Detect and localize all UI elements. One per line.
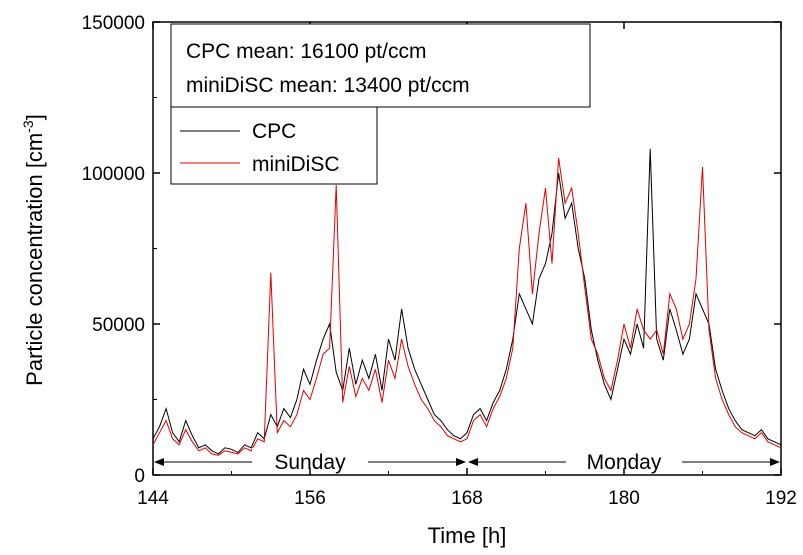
annotation-box-frame — [170, 23, 591, 108]
annotation-box: CPC mean: 16100 pt/ccm miniDiSC mean: 13… — [170, 23, 591, 108]
y-axis-title-main: Particle concentration [cm — [22, 133, 47, 386]
y-tick-label-150000: 150000 — [82, 13, 145, 34]
x-tick-label-192: 192 — [765, 488, 797, 509]
y-tick-label-100000: 100000 — [82, 164, 145, 185]
period-label-sunday: Sunday — [274, 451, 346, 474]
x-tick-label-156: 156 — [294, 488, 326, 509]
series-line-cpc — [152, 148, 782, 455]
tick-layer: 144 156 168 180 192 0 50000 100000 150000 — [82, 13, 797, 509]
y-tick-label-50000: 50000 — [92, 315, 145, 336]
period-arrowhead-right-monday — [770, 458, 780, 466]
y-tick-label-0: 0 — [134, 466, 145, 487]
period-arrowhead-left-sunday — [154, 458, 164, 466]
period-arrowhead-left-monday — [468, 458, 478, 466]
period-label-monday: Monday — [587, 451, 662, 474]
legend-label-minidisc: miniDiSC — [252, 153, 340, 176]
annotation-minidisc-mean: miniDiSC mean: 13400 pt/ccm — [186, 74, 470, 97]
y-axis-title-close: ] — [22, 114, 47, 120]
series-layer — [152, 148, 782, 456]
series-line-minidisc — [152, 157, 782, 456]
annotation-cpc-mean: CPC mean: 16100 pt/ccm — [186, 40, 426, 63]
x-tick-label-168: 168 — [451, 488, 483, 509]
legend-frame — [170, 106, 378, 185]
x-axis-title: Time [h] — [428, 523, 507, 548]
y-axis-title: Particle concentration [cm-3] — [20, 114, 47, 386]
legend: CPC miniDiSC — [170, 106, 378, 185]
x-tick-label-180: 180 — [608, 488, 640, 509]
legend-label-cpc: CPC — [252, 120, 296, 143]
plot-area: Sunday Monday 144 156 168 180 192 0 50000 100000… — [82, 13, 797, 509]
x-tick-label-144: 144 — [137, 488, 169, 509]
y-axis-title-superscript: -3 — [20, 120, 36, 133]
period-arrowhead-right-sunday — [456, 458, 466, 466]
